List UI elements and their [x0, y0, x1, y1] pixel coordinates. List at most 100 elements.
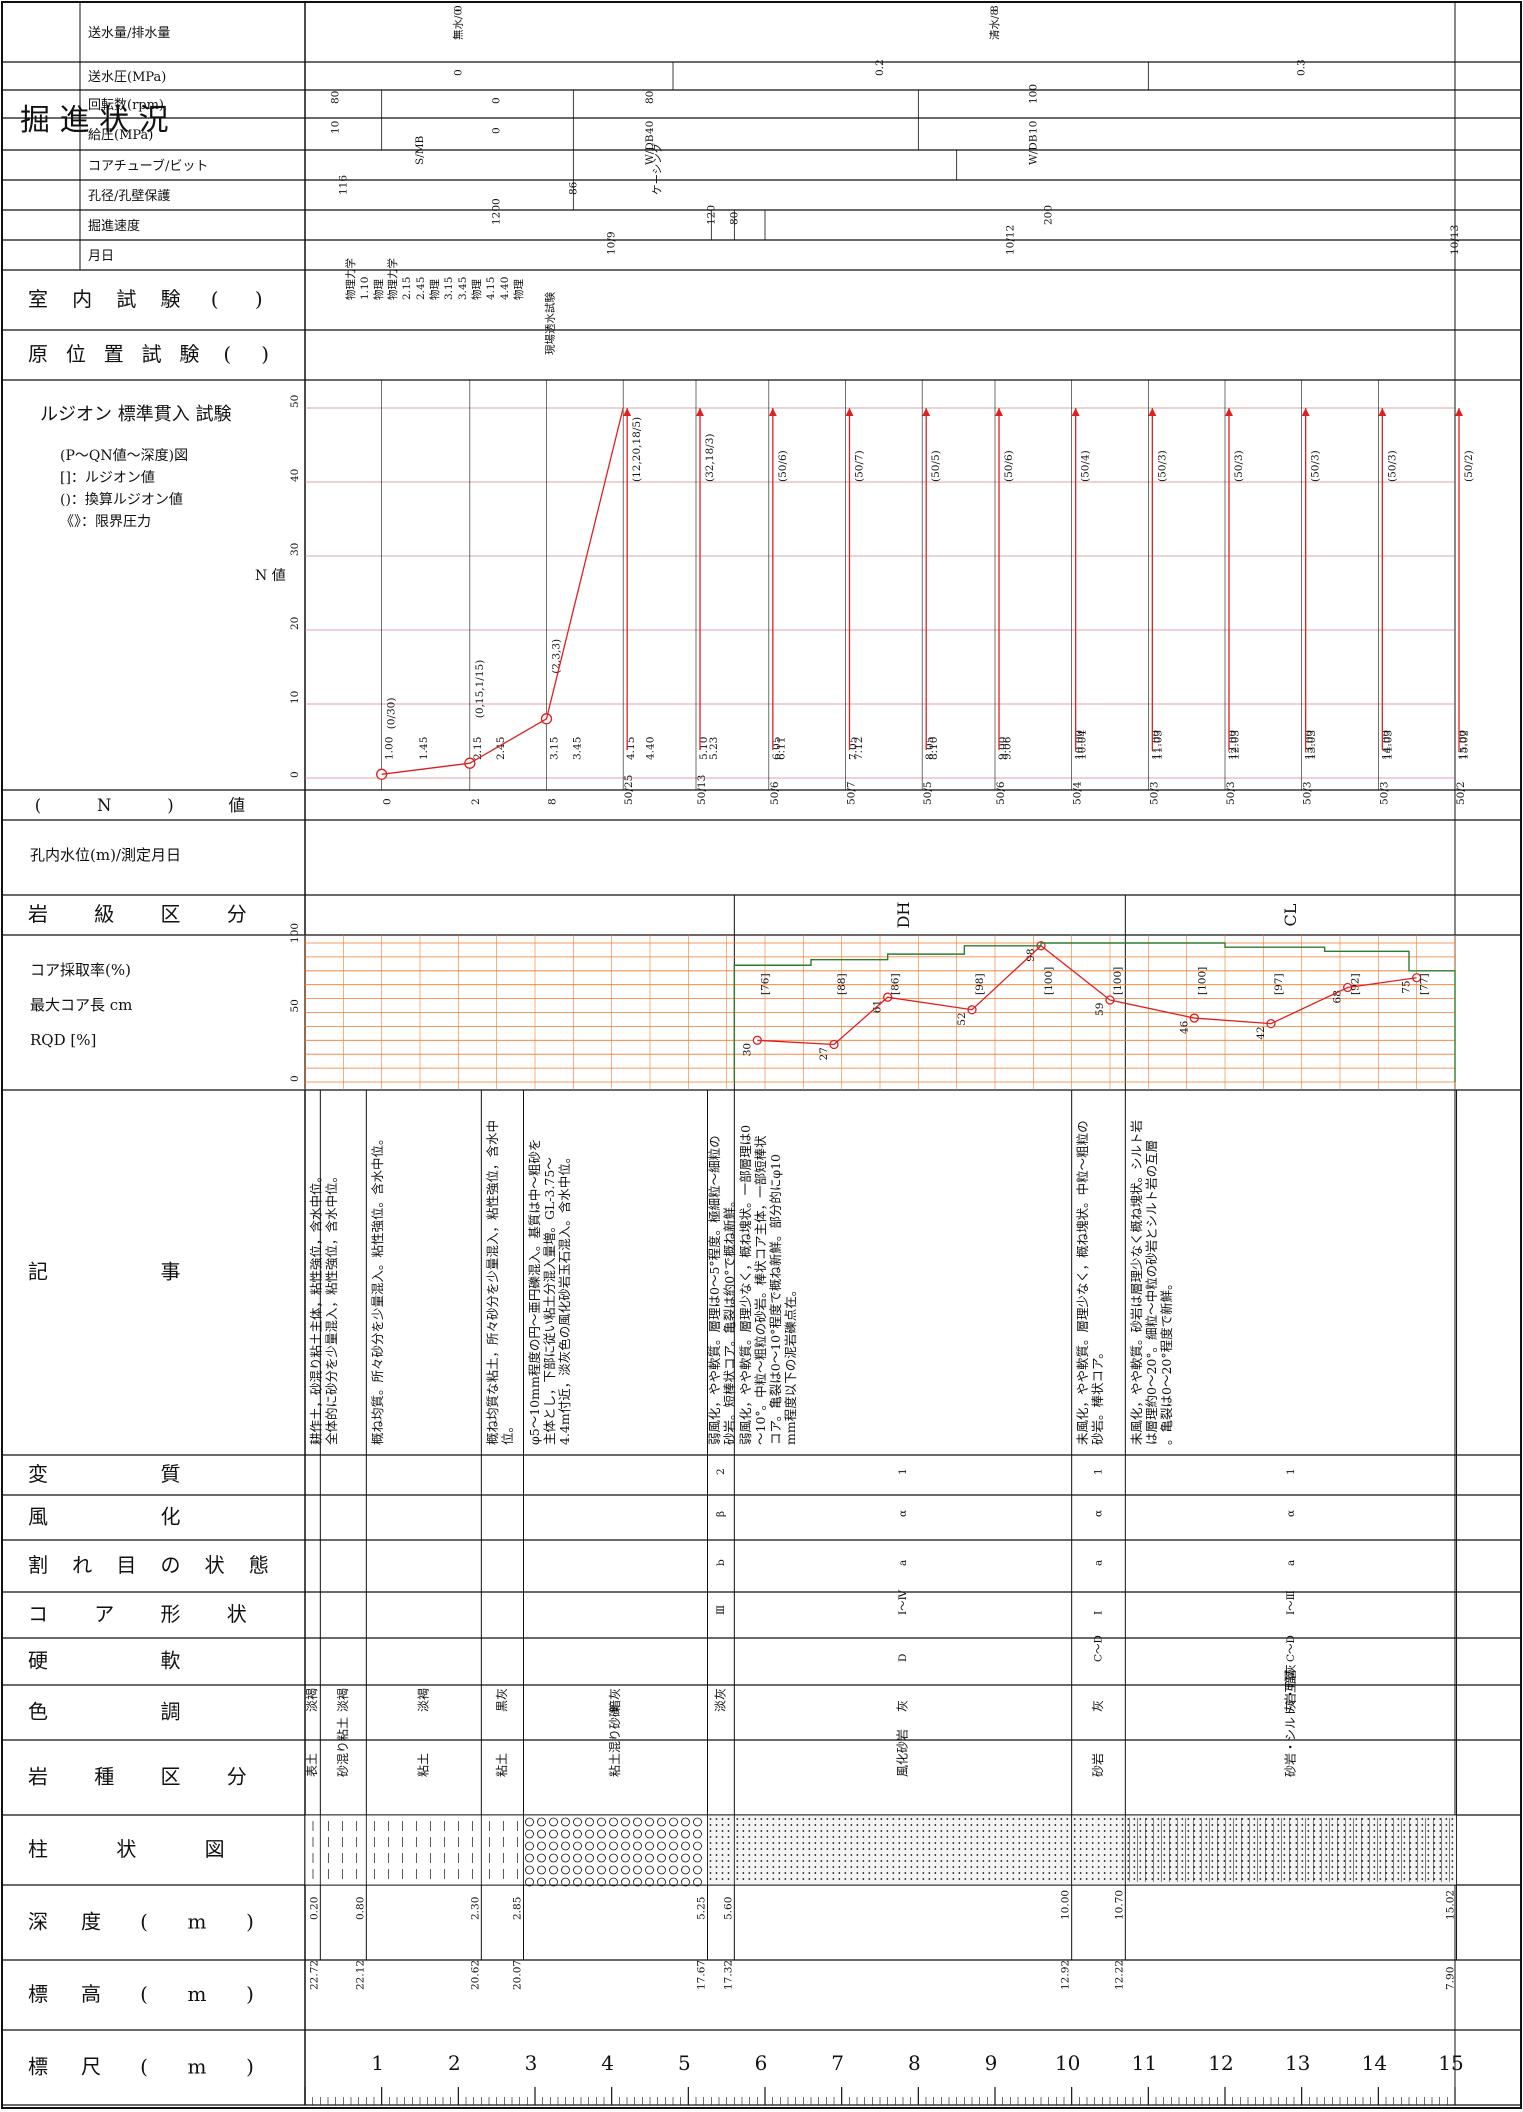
header-n: N: [97, 796, 111, 815]
sand-dot: [898, 1842, 901, 1844]
sand-dot: [802, 1824, 805, 1826]
sand-dot: [1151, 1824, 1154, 1826]
sand-dot: [1301, 1860, 1304, 1862]
sand-dot: [988, 1878, 991, 1880]
sand-dot: [1018, 1854, 1021, 1856]
spt-from-9: 10.00: [1074, 730, 1086, 760]
sand-dot: [1391, 1860, 1394, 1862]
elevation-6: 12.92: [1060, 1960, 1072, 1990]
sand-dot: [1355, 1872, 1358, 1874]
sand-dot: [1433, 1848, 1436, 1850]
sand-dot: [820, 1848, 823, 1850]
sand-dot: [1307, 1854, 1310, 1856]
sand-dot: [1403, 1854, 1406, 1856]
sand-dot: [736, 1854, 739, 1856]
sand-dot: [1403, 1824, 1406, 1826]
sand-dot: [754, 1836, 757, 1838]
sand-dot: [1283, 1860, 1286, 1862]
sand-dot: [1373, 1872, 1376, 1874]
sand-dot: [802, 1860, 805, 1862]
sand-dot: [1259, 1878, 1262, 1880]
scale-label-9: 9: [985, 2051, 998, 2075]
gravel-symbol: [681, 1877, 690, 1887]
sand-dot: [1445, 1878, 1448, 1880]
sand-dot: [1139, 1854, 1142, 1856]
sand-dot: [1349, 1872, 1352, 1874]
sand-dot: [1349, 1836, 1352, 1838]
gravel-symbol: [693, 1877, 702, 1887]
sand-dot: [1145, 1824, 1148, 1826]
sand-dot: [976, 1836, 979, 1838]
sand-dot: [1187, 1848, 1190, 1850]
sand-dot: [1151, 1878, 1154, 1880]
header-insitu: 験: [179, 342, 199, 366]
sand-dot: [976, 1854, 979, 1856]
sand-dot: [1343, 1848, 1346, 1850]
spt-n-8: 50/6: [995, 781, 1007, 805]
sand-dot: [1036, 1866, 1039, 1868]
sand-dot: [1024, 1848, 1027, 1850]
gravel-symbol: [657, 1829, 666, 1839]
sand-dot: [727, 1872, 730, 1874]
sand-dot: [892, 1836, 895, 1838]
sand-dot: [772, 1824, 775, 1826]
sand-dot: [790, 1854, 793, 1856]
sand-dot: [1295, 1830, 1298, 1832]
description-8-2: 。亀裂は0～20°程度で新鮮。: [1159, 1277, 1174, 1445]
sand-dot: [838, 1872, 841, 1874]
sand-dot: [1109, 1866, 1112, 1868]
sand-dot: [1271, 1872, 1274, 1874]
sand-dot: [1229, 1830, 1232, 1832]
sand-dot: [808, 1830, 811, 1832]
sand-dot: [1030, 1860, 1033, 1862]
sand-dot: [1391, 1878, 1394, 1880]
header-insitu: 置: [104, 342, 124, 366]
sand-dot: [946, 1878, 949, 1880]
spt-to-6: 7.12: [853, 737, 865, 760]
sand-dot: [886, 1866, 889, 1868]
sand-dot: [982, 1830, 985, 1832]
sand-dot: [904, 1848, 907, 1850]
sand-dot: [1012, 1842, 1015, 1844]
sand-dot: [1265, 1842, 1268, 1844]
sand-dot: [1253, 1836, 1256, 1838]
sand-dot: [1421, 1872, 1424, 1874]
sand-dot: [1385, 1866, 1388, 1868]
lab-test-6: 物理: [428, 279, 441, 300]
spt-blows-1: (0,15,1/15): [474, 660, 486, 719]
sand-dot: [820, 1860, 823, 1862]
sand-dot: [1145, 1830, 1148, 1832]
sand-dot: [1000, 1878, 1003, 1880]
sand-dot: [1295, 1872, 1298, 1874]
sand-dot: [1241, 1878, 1244, 1880]
sand-dot: [1187, 1818, 1190, 1820]
sand-dot: [1163, 1824, 1166, 1826]
spt-arrow-head-5: [768, 408, 777, 416]
sand-dot: [1253, 1830, 1256, 1832]
sand-dot: [1205, 1836, 1208, 1838]
n-tick-0: 0: [289, 771, 301, 778]
column-pattern-3: [480, 1814, 524, 1886]
sand-dot: [715, 1872, 718, 1874]
sand-dot: [1169, 1866, 1172, 1868]
sand-dot: [1361, 1824, 1364, 1826]
sand-dot: [1211, 1872, 1214, 1874]
sand-dot: [1277, 1860, 1280, 1862]
sand-dot: [832, 1818, 835, 1820]
sand-dot: [754, 1842, 757, 1844]
sand-dot: [721, 1878, 724, 1880]
core-length-5: [100]: [1112, 967, 1124, 995]
sand-dot: [922, 1854, 925, 1856]
rock-class-cl: CL: [1281, 903, 1300, 926]
sand-dot: [1157, 1842, 1160, 1844]
gravel-symbol: [549, 1829, 558, 1839]
sand-dot: [940, 1872, 943, 1874]
sand-dot: [844, 1830, 847, 1832]
sand-dot: [760, 1860, 763, 1862]
sand-dot: [1445, 1848, 1448, 1850]
sand-dot: [988, 1842, 991, 1844]
alteration-8: 1: [1285, 1468, 1297, 1475]
sand-dot: [727, 1824, 730, 1826]
sand-dot: [1229, 1866, 1232, 1868]
gravel-symbol: [657, 1853, 666, 1863]
